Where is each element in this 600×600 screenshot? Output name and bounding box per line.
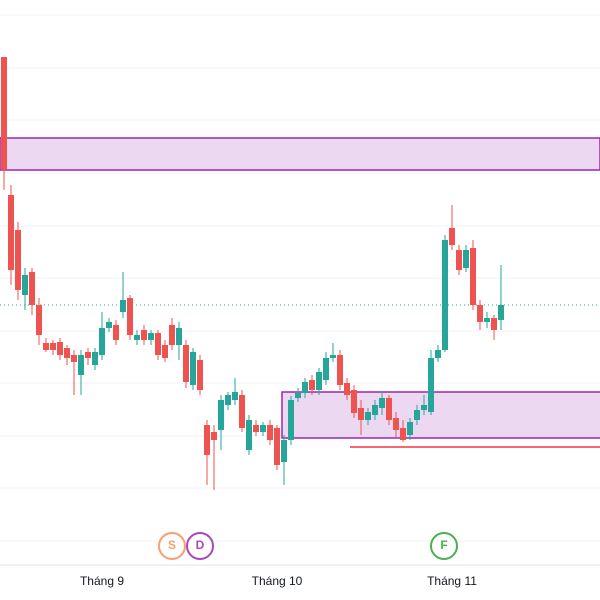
candle-body <box>176 328 182 345</box>
candle-body <box>372 405 378 415</box>
candle-body <box>414 410 420 420</box>
candle-body <box>386 398 392 420</box>
event-label: S <box>168 538 176 552</box>
candle-body <box>57 342 63 355</box>
candle-body <box>316 372 322 390</box>
candle-body <box>92 352 98 365</box>
candle-body <box>204 425 210 455</box>
candle-body <box>477 305 483 322</box>
candle-body <box>435 350 441 358</box>
candle-body <box>295 393 301 398</box>
zone <box>281 391 600 439</box>
x-tick-label: Tháng 11 <box>427 574 477 588</box>
candle-body <box>15 230 21 290</box>
event-marker <box>430 532 458 560</box>
candle-body <box>393 418 399 430</box>
candle-body <box>197 360 203 390</box>
candle-body <box>281 440 287 462</box>
candle-body <box>50 343 56 350</box>
candle-body <box>323 358 329 380</box>
candle-body <box>120 300 126 312</box>
candle-body <box>183 345 189 382</box>
candle-body <box>302 382 308 393</box>
candle-body <box>337 355 343 385</box>
event-marker <box>158 532 186 560</box>
candle-body <box>260 425 266 432</box>
candle-body <box>428 358 434 412</box>
candle-body <box>29 272 35 305</box>
candle-body <box>379 398 385 408</box>
event-label: D <box>196 538 205 552</box>
candle-body <box>162 345 168 358</box>
candle-body <box>78 355 84 375</box>
candle-body <box>400 428 406 440</box>
candle-body <box>358 408 364 420</box>
event-marker <box>186 532 214 560</box>
candle-body <box>470 248 476 305</box>
candle-body <box>239 395 245 428</box>
candle-body <box>288 400 294 440</box>
event-label: F <box>440 538 447 552</box>
candle-body <box>463 250 469 268</box>
candle-body <box>218 400 224 430</box>
candle-body <box>99 328 105 355</box>
x-tick-label: Tháng 10 <box>252 574 303 588</box>
candle-body <box>253 425 259 432</box>
candle-body <box>8 195 14 270</box>
candle-body <box>113 325 119 340</box>
candle-body <box>1 57 7 170</box>
candle-body <box>148 333 154 340</box>
candle-body <box>106 322 112 328</box>
candle-body <box>155 333 161 355</box>
candle-body <box>365 412 371 420</box>
candle-body <box>190 352 196 385</box>
grid <box>0 14 600 542</box>
candle-body <box>344 383 350 395</box>
candle-body <box>36 305 42 335</box>
candle-body <box>134 335 140 340</box>
candle-body <box>351 390 357 413</box>
candle-body <box>407 422 413 435</box>
candle-body <box>22 275 28 295</box>
candle-body <box>225 395 231 405</box>
candle-body <box>64 348 70 358</box>
candle-body <box>141 330 147 340</box>
candle-body <box>274 428 280 465</box>
candle-body <box>127 298 133 335</box>
candle-body <box>498 305 504 320</box>
candle-body <box>267 425 273 440</box>
candle-body <box>309 380 315 390</box>
candle-body <box>169 325 175 345</box>
candle-body <box>246 420 252 450</box>
zone <box>0 137 600 171</box>
candle-body <box>421 405 427 410</box>
candle-body <box>491 318 497 330</box>
candle-body <box>232 392 238 400</box>
candle-body <box>484 318 490 322</box>
candle-body <box>456 250 462 270</box>
x-tick-label: Tháng 9 <box>80 574 124 588</box>
candle-body <box>71 355 77 362</box>
candle-body <box>442 240 448 350</box>
candle-body <box>211 432 217 440</box>
candle-body <box>85 352 91 358</box>
candle-body <box>43 343 49 350</box>
candle-body <box>330 355 336 358</box>
candle-body <box>449 228 455 245</box>
